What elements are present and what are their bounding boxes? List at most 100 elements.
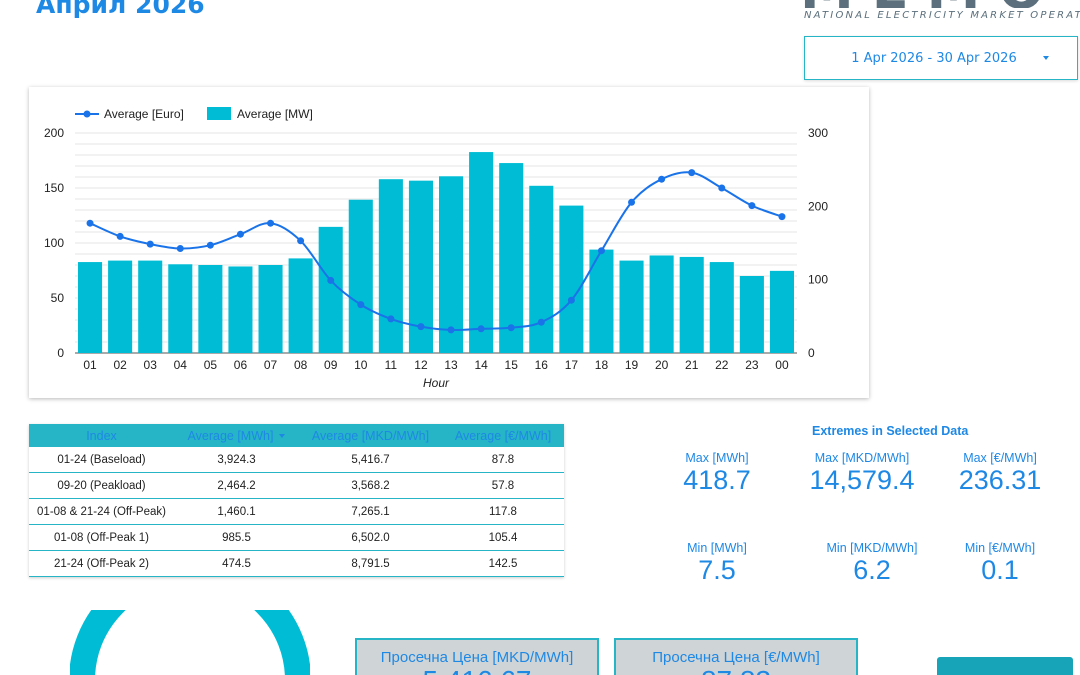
table-row[interactable]: 09-20 (Peakload) 2,464.2 3,568.2 57.8 — [29, 472, 564, 499]
x-axis-tick-label: 12 — [414, 358, 428, 372]
point-average-euro — [176, 245, 184, 252]
bar-average-mw — [739, 276, 764, 353]
point-average-euro — [267, 219, 275, 227]
logo-subtitle: NATIONAL ELECTRICITY MARKET OPERATOR — [804, 10, 1080, 21]
point-average-euro — [778, 213, 786, 221]
x-axis-tick-label: 02 — [113, 358, 127, 372]
cell-avg-eur: 117.8 — [442, 498, 564, 525]
point-average-euro — [357, 301, 365, 309]
right-axis-tick-label: 0 — [808, 346, 815, 360]
legend-label-euro: Average [Euro] — [104, 107, 184, 121]
left-axis-tick-label: 100 — [44, 236, 64, 250]
x-axis-tick-label: 19 — [625, 358, 639, 372]
cell-avg-mkd: 7,265.1 — [299, 498, 442, 525]
point-average-euro — [86, 219, 94, 227]
x-axis-tick-label: 14 — [474, 358, 488, 372]
table-row[interactable]: 01-24 (Baseload) 3,924.3 5,416.7 87.8 — [29, 447, 564, 473]
chevron-down-icon[interactable] — [1043, 56, 1049, 60]
x-axis-tick-label: 09 — [324, 358, 338, 372]
index-table: Index Average [MWh] Average [MKD/MWh] Av… — [29, 424, 564, 577]
kpi-min-mwh: Min [MWh] 7.5 — [667, 541, 767, 585]
right-axis-tick-label: 300 — [808, 126, 828, 140]
cell-index: 01-24 (Baseload) — [29, 447, 174, 473]
kpi-value: 7.5 — [698, 555, 736, 585]
x-axis-tick-label: 01 — [83, 358, 97, 372]
bar-average-mw — [228, 266, 253, 353]
left-axis-tick-label: 200 — [44, 126, 64, 140]
kpi-label: Min [€/MWh] — [964, 541, 1036, 555]
x-axis-tick-label: 13 — [444, 358, 458, 372]
teal-action-button[interactable] — [937, 657, 1073, 675]
tile-label: Просечна Цена [€/MWh] — [652, 649, 820, 666]
cell-avg-mwh: 1,460.1 — [174, 498, 299, 525]
point-average-euro — [447, 326, 455, 334]
kpi-min-mkd: Min [MKD/MWh] 6.2 — [807, 541, 937, 585]
col-header-avg-mwh-label: Average [MWh] — [187, 428, 274, 443]
x-axis-tick-label: 06 — [234, 358, 248, 372]
cell-avg-eur: 105.4 — [442, 524, 564, 551]
bar-average-mw — [108, 260, 133, 353]
bar-average-mw — [709, 262, 734, 353]
memo-logo: MEMO — [800, 0, 1080, 8]
point-average-euro — [507, 324, 515, 332]
kpi-max-eur: Max [€/MWh] 236.31 — [945, 451, 1055, 495]
x-axis-tick-label: 05 — [204, 358, 218, 372]
point-average-euro — [537, 318, 545, 326]
col-header-avg-eur[interactable]: Average [€/MWh] — [442, 424, 564, 447]
bar-average-mw — [318, 226, 343, 353]
col-header-index[interactable]: Index — [29, 424, 174, 447]
table-row[interactable]: 21-24 (Off-Peak 2) 474.5 8,791.5 142.5 — [29, 550, 564, 577]
kpi-value: 236.31 — [958, 465, 1042, 495]
cell-avg-eur: 142.5 — [442, 550, 564, 577]
x-axis-tick-label: 17 — [565, 358, 579, 372]
tile-label: Просечна Цена [MKD/MWh] — [380, 649, 574, 666]
left-axis-tick-label: 50 — [51, 291, 65, 305]
bar-average-mw — [439, 176, 464, 353]
avg-price-mkd-tile: Просечна Цена [MKD/MWh] 5,416.67 — [355, 638, 599, 675]
cell-avg-mwh: 985.5 — [174, 524, 299, 551]
kpi-label: Max [MWh] — [685, 451, 749, 465]
cell-avg-mkd: 6,502.0 — [299, 524, 442, 551]
kpi-value: 0.1 — [981, 555, 1019, 585]
line-average-euro — [89, 171, 783, 331]
table-row[interactable]: 01-08 & 21-24 (Off-Peak) 1,460.1 7,265.1… — [29, 498, 564, 525]
avg-price-eur-tile: Просечна Цена [€/MWh] 87.83 — [614, 638, 858, 675]
legend-line-marker — [83, 110, 91, 118]
point-average-euro — [688, 169, 696, 177]
extremes-title: Extremes in Selected Data — [812, 424, 969, 438]
kpi-label: Min [MWh] — [687, 541, 747, 555]
left-axis-tick-label: 0 — [57, 346, 64, 360]
x-axis-tick-label: 23 — [745, 358, 759, 372]
bar-average-mw — [469, 152, 494, 353]
x-axis-tick-label: 22 — [715, 358, 729, 372]
hourly-chart-card: 0 50 100 150 200 0 100 200 300 01 02 03 04 05 06 07 08 09… — [29, 87, 869, 398]
date-range-picker[interactable]: 1 Apr 2026 - 30 Apr 2026 — [804, 36, 1078, 80]
gauge-chart — [70, 610, 310, 675]
x-axis-tick-label: 18 — [595, 358, 609, 372]
kpi-value: 6.2 — [853, 555, 891, 585]
cell-avg-eur: 87.8 — [442, 447, 564, 473]
col-header-avg-mwh[interactable]: Average [MWh] — [174, 424, 299, 447]
bar-average-mw — [499, 163, 524, 353]
cell-avg-mwh: 3,924.3 — [174, 447, 299, 473]
tile-value: 87.83 — [616, 666, 856, 675]
bar-average-mw — [679, 256, 704, 353]
cell-index: 01-08 (Off-Peak 1) — [29, 524, 174, 551]
bar-average-mw — [138, 260, 163, 353]
point-average-euro — [718, 184, 726, 192]
kpi-value: 14,579.4 — [809, 465, 915, 495]
point-average-euro — [236, 230, 244, 238]
cell-avg-mkd: 3,568.2 — [299, 472, 442, 499]
cell-index: 21-24 (Off-Peak 2) — [29, 550, 174, 577]
cell-avg-eur: 57.8 — [442, 472, 564, 499]
table-row[interactable]: 01-08 (Off-Peak 1) 985.5 6,502.0 105.4 — [29, 524, 564, 551]
cell-index: 09-20 (Peakload) — [29, 472, 174, 499]
col-header-avg-mkd[interactable]: Average [MKD/MWh] — [299, 424, 442, 447]
point-average-euro — [597, 247, 605, 255]
x-axis-tick-label: 15 — [505, 358, 519, 372]
point-average-euro — [387, 315, 395, 323]
x-axis-tick-label: 04 — [174, 358, 188, 372]
point-average-euro — [297, 237, 305, 245]
sort-desc-icon — [279, 434, 286, 439]
